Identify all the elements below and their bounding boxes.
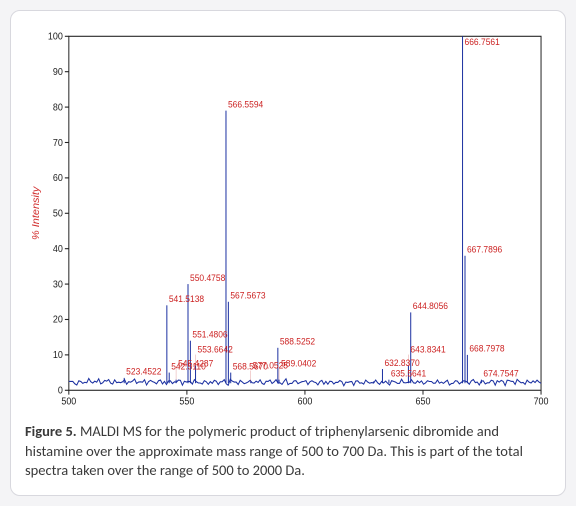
svg-text:566.5594: 566.5594 [228,99,263,109]
svg-text:30: 30 [53,278,63,289]
svg-text:667.7896: 667.7896 [467,244,502,254]
svg-text:550.4758: 550.4758 [190,272,225,282]
svg-text:567.5673: 567.5673 [230,290,265,300]
svg-text:668.7978: 668.7978 [469,343,504,353]
svg-text:545.4287: 545.4287 [178,358,213,368]
svg-text:600: 600 [297,395,312,406]
svg-text:666.7561: 666.7561 [465,37,500,47]
svg-text:643.8341: 643.8341 [410,344,445,354]
svg-text:60: 60 [53,172,63,183]
svg-text:10: 10 [53,349,63,360]
svg-text:100: 100 [48,30,63,41]
svg-text:% Intensity: % Intensity [31,186,41,240]
svg-text:70: 70 [53,136,63,147]
svg-text:589.0402: 589.0402 [281,358,316,368]
svg-text:40: 40 [53,243,63,254]
caption-lead: Figure 5. [25,422,77,440]
figure-caption: Figure 5. MALDI MS for the polymeric pro… [25,422,551,481]
svg-text:553.6642: 553.6642 [198,344,233,354]
svg-text:644.8056: 644.8056 [413,301,448,311]
svg-text:523.4522: 523.4522 [126,366,161,376]
svg-text:80: 80 [53,101,63,112]
svg-text:588.5252: 588.5252 [280,336,315,346]
svg-text:551.4806: 551.4806 [192,329,227,339]
svg-text:674.7547: 674.7547 [483,368,518,378]
svg-text:541.5138: 541.5138 [169,294,204,304]
svg-text:90: 90 [53,66,63,77]
svg-text:650: 650 [416,395,431,406]
svg-text:700: 700 [534,395,549,406]
svg-text:632.8370: 632.8370 [384,357,419,367]
svg-text:0: 0 [58,384,63,395]
svg-text:20: 20 [53,313,63,324]
svg-text:50: 50 [53,207,63,218]
figure-card: 0 10 20 30 40 50 60 70 80 90 100 500 550 600 650 700 % I… [10,10,566,496]
svg-text:635.5641: 635.5641 [391,368,426,378]
spectrum-chart: 0 10 20 30 40 50 60 70 80 90 100 500 550 600 650 700 % I… [25,21,551,414]
caption-text: MALDI MS for the polymeric product of tr… [25,422,523,479]
svg-text:500: 500 [61,395,76,406]
svg-text:550: 550 [179,395,194,406]
